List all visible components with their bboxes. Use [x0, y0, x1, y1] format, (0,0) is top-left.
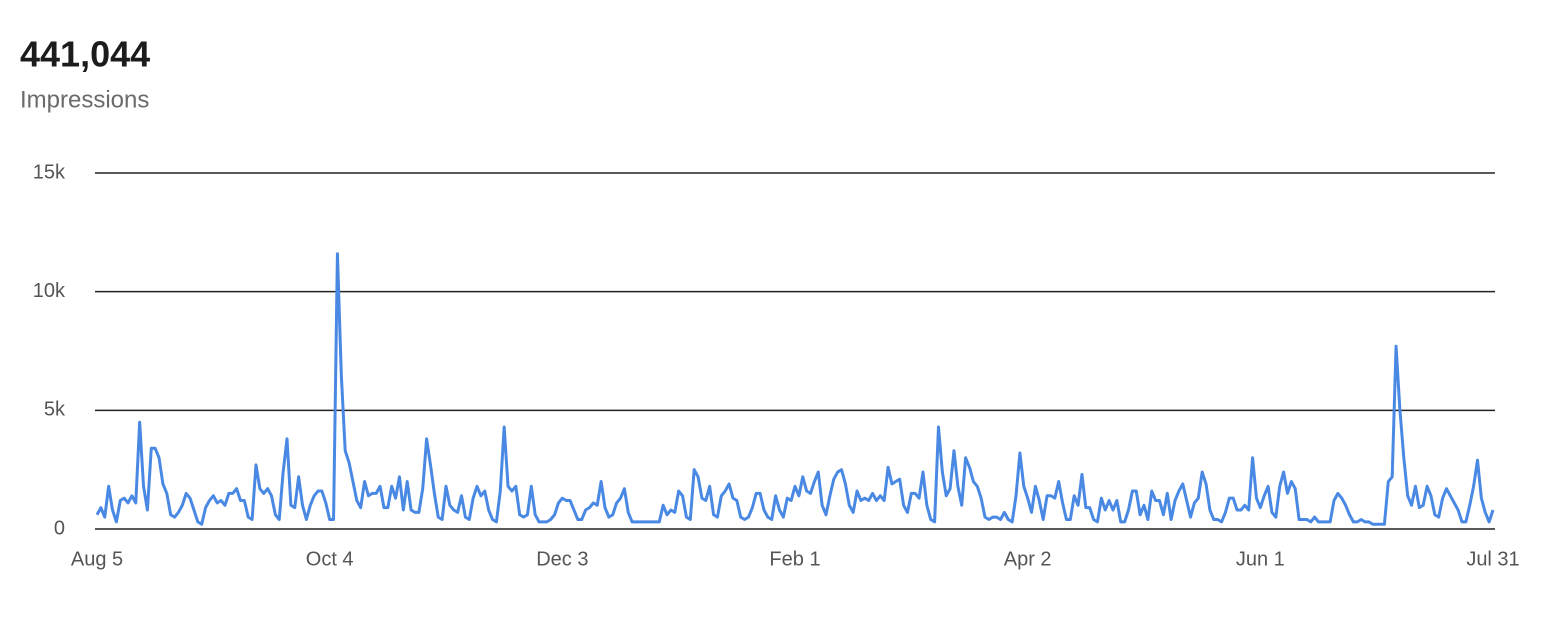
y-tick-label: 15k	[33, 161, 66, 183]
x-tick-label: Dec 3	[536, 548, 588, 570]
x-tick-label: Oct 4	[306, 548, 354, 570]
total-value: 441,044	[20, 34, 150, 75]
x-tick-label: Jul 31	[1466, 548, 1519, 570]
x-tick-label: Aug 5	[71, 548, 123, 570]
data-line	[95, 252, 1495, 526]
x-tick-label: Feb 1	[769, 548, 820, 570]
x-tick-label: Jun 1	[1236, 548, 1285, 570]
y-tick-label: 10k	[33, 280, 66, 302]
x-tick-label: Apr 2	[1004, 548, 1052, 570]
y-tick-label: 0	[54, 517, 65, 539]
y-tick-label: 5k	[44, 399, 66, 421]
metric-label: Impressions	[20, 86, 149, 113]
